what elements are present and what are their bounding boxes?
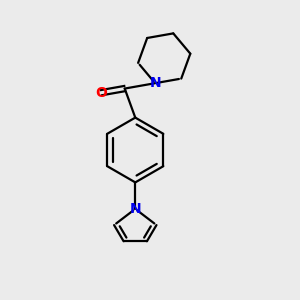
- Text: N: N: [130, 202, 141, 216]
- Text: O: O: [96, 85, 107, 100]
- Text: N: N: [149, 76, 161, 90]
